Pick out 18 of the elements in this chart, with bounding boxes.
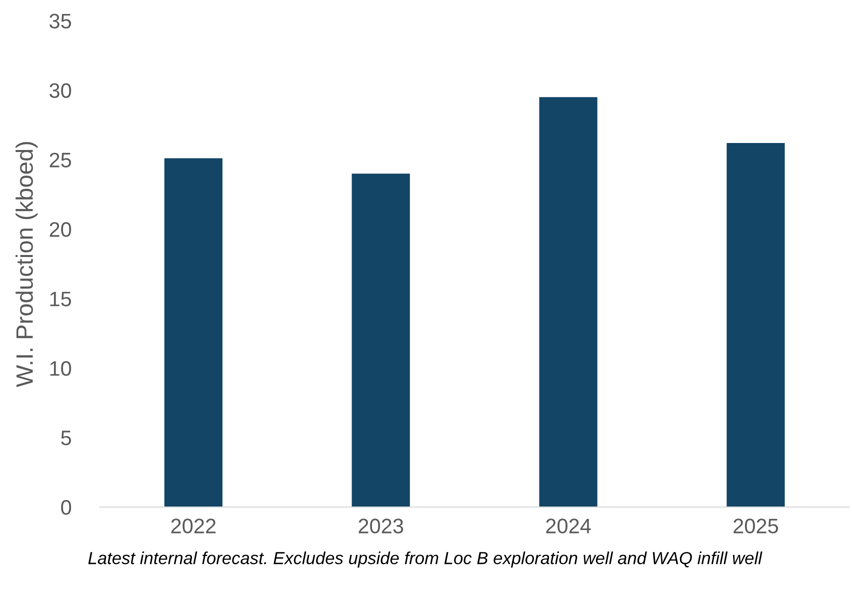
bar: [539, 97, 598, 508]
y-tick-label: 5: [61, 430, 72, 446]
text: Latest internal forecast. Excludes upside from Loc B exploration well and WAQ infill well: [88, 551, 762, 568]
y-tick-label: 30: [50, 83, 72, 98]
bar: [164, 158, 222, 508]
bar: [352, 174, 410, 508]
y-tick-label: 15: [50, 292, 72, 306]
x-tick-label: 2023: [358, 518, 404, 534]
y-tick-label: 25: [50, 152, 72, 168]
x-tick-label: 2024: [546, 518, 591, 534]
y-axis-title: W.I. Production (kboed): [16, 142, 38, 388]
y-tick-label: 10: [50, 361, 72, 376]
y-tick-label: 0: [61, 500, 72, 515]
y-tick-label: 20: [50, 222, 72, 237]
y-tick-label: 35: [50, 14, 72, 29]
x-tick-label: 2025: [734, 518, 778, 534]
bar: [726, 143, 785, 508]
x-tick-label: 2022: [171, 518, 216, 534]
